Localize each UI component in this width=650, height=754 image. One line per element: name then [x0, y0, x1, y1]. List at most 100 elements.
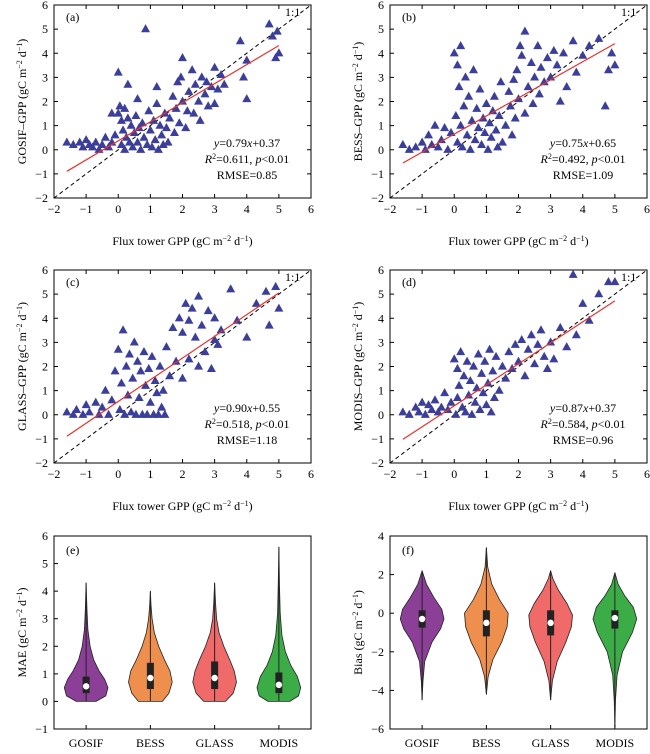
y-axis-label: Bias (gC m−2 d−1): [351, 590, 366, 675]
y-axis-label-part: −2: [351, 323, 360, 332]
scatter-point: [113, 108, 123, 117]
scatter-point: [497, 361, 507, 370]
scatter-point: [477, 368, 487, 377]
scatter-point: [430, 120, 440, 129]
scatter-point: [219, 79, 229, 88]
x-category-label: MODIS: [596, 736, 635, 750]
scatter-point: [144, 363, 154, 372]
y-axis-label-part: d: [351, 54, 365, 63]
y-tick-label: 1: [42, 384, 48, 398]
scatter-point: [110, 130, 120, 139]
fit-equation-part: =0.79: [219, 136, 247, 150]
y-axis-label-part: GLASS–GPP (gC m: [15, 331, 29, 431]
y-tick-label: −1: [371, 167, 384, 181]
scatter-point: [272, 26, 282, 35]
scatter-point: [451, 409, 461, 418]
scatter-point: [81, 400, 91, 409]
y-axis-label-part: Bias (gC m: [351, 620, 365, 675]
scatter-point: [517, 334, 527, 344]
x-axis-label-part: Flux tower GPP (gC m: [112, 234, 223, 248]
scatter-point: [213, 339, 223, 348]
scatter-point: [526, 330, 536, 339]
x-tick-label: 3: [212, 467, 218, 481]
scatter-point: [133, 94, 143, 103]
scatter-point: [562, 342, 572, 351]
scatter-point: [187, 65, 197, 74]
x-axis-label-part: ): [585, 234, 589, 248]
scatter-point: [480, 127, 490, 136]
scatter-point: [182, 106, 192, 115]
scatter-point: [433, 142, 443, 151]
scatter-point: [194, 96, 204, 105]
r2-label-part: <0.01: [262, 417, 290, 431]
scatter-point: [473, 123, 483, 132]
y-axis-label-part: −2: [15, 60, 24, 69]
y-tick-label: 0: [378, 143, 384, 157]
scatter-point: [133, 356, 143, 365]
scatter-point: [459, 371, 469, 380]
scatter-point: [462, 356, 472, 365]
y-axis-label: GLASS–GPP (gC m−2 d−1): [15, 302, 30, 431]
y-axis-label-part: −2: [15, 324, 24, 333]
scatter-point: [491, 125, 501, 134]
fit-equation-part: =0.90: [219, 401, 247, 415]
scatter-point: [274, 48, 284, 57]
fit-equation-part: x: [246, 401, 253, 415]
scatter-point: [542, 363, 552, 372]
fit-equation-part: +0.55: [252, 401, 280, 415]
scatter-point: [446, 397, 456, 406]
scatter-point: [126, 120, 136, 129]
scatter-point: [160, 409, 170, 418]
scatter-point: [552, 60, 562, 69]
scatter-point: [504, 347, 514, 356]
y-tick-label: 2: [378, 360, 384, 374]
scatter-point: [116, 378, 126, 387]
scatter-point: [206, 363, 216, 372]
scatter-point: [210, 98, 220, 107]
scatter-point: [174, 118, 184, 127]
scatter-point: [75, 137, 85, 146]
scatter-point: [210, 313, 220, 322]
scatter-point: [454, 82, 464, 91]
scatter-point: [264, 320, 274, 329]
scatter-point: [443, 144, 453, 153]
r2-label-part: R: [540, 152, 549, 166]
x-category-label: GLASS: [196, 736, 234, 750]
x-tick-label: 4: [580, 202, 586, 216]
y-axis-label: BESS–GPP (gC m−2 d−1): [351, 42, 366, 162]
scatter-point: [126, 407, 136, 416]
x-tick-label: 0: [451, 467, 457, 481]
y-axis-label-part: −1: [15, 306, 24, 315]
y-tick-label: −1: [35, 722, 48, 736]
x-axis-label: Flux tower GPP (gC m−2 d−1): [112, 499, 252, 514]
scatter-point: [542, 53, 552, 62]
scatter-point: [121, 361, 131, 370]
y-tick-label: 5: [378, 287, 384, 301]
y-axis-label-part: d: [15, 315, 29, 324]
scatter-point: [452, 137, 462, 146]
y-tick-label: 5: [378, 22, 384, 36]
scatter-point: [165, 371, 175, 380]
scatter-point: [460, 407, 470, 416]
scatter-point: [161, 342, 171, 351]
scatter-point: [128, 373, 138, 382]
scatter-point: [200, 347, 210, 356]
scatter-point: [184, 86, 194, 95]
y-axis-label-part: GOSIF–GPP (gC m: [15, 68, 29, 164]
x-tick-label: 4: [580, 467, 586, 481]
scatter-point: [469, 361, 479, 370]
scatter-point: [494, 110, 504, 120]
scatter-point: [489, 392, 499, 401]
y-axis-label-part: MAE (gC m: [15, 617, 29, 678]
panel-label: (c): [66, 275, 79, 289]
scatter-point: [118, 125, 128, 134]
fit-equation-part: =0.87: [555, 401, 583, 415]
scatter-point: [168, 91, 178, 100]
scatter-point: [100, 385, 110, 394]
scatter-point: [100, 132, 110, 141]
scatter-point: [436, 402, 446, 411]
scatter-point: [133, 137, 143, 146]
scatter-point: [488, 106, 498, 115]
scatter-point: [470, 135, 480, 144]
scatter-point: [420, 409, 430, 418]
